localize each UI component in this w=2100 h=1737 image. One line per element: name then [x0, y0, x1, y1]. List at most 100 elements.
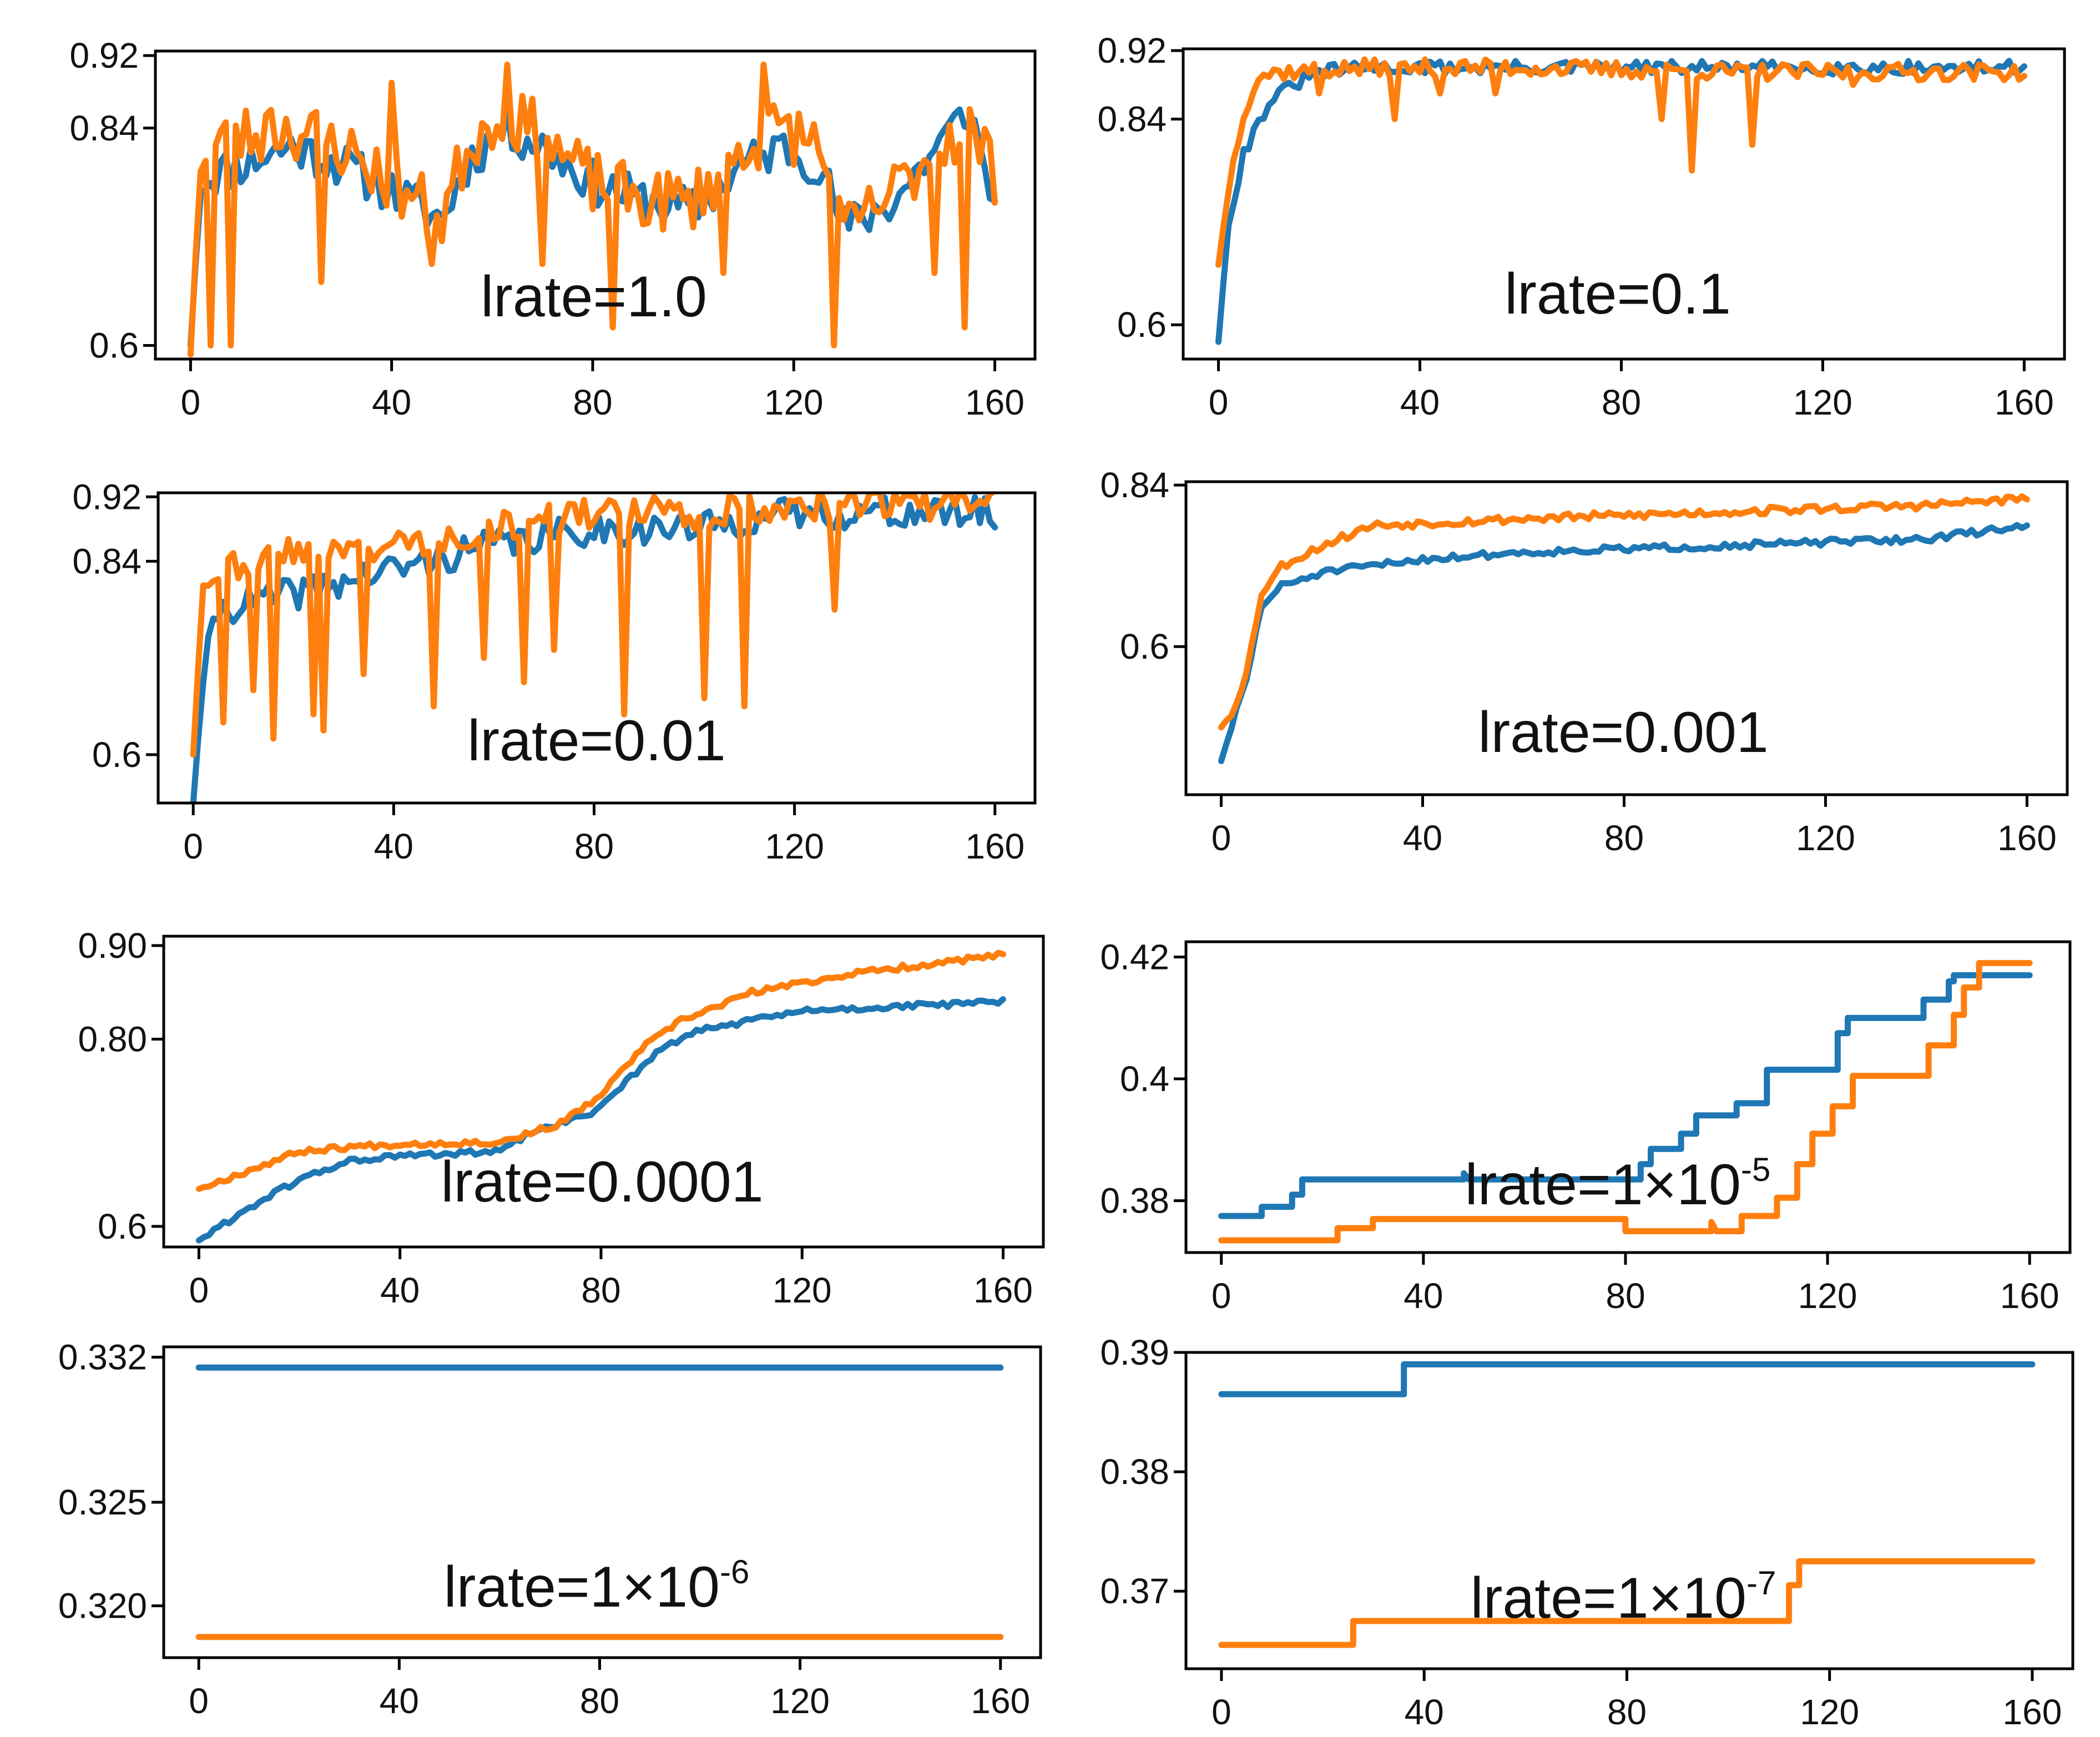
x-tick-label: 160 [973, 1270, 1033, 1310]
axes-frame [162, 935, 1045, 1249]
panel-title: lrate=1×10-6 [444, 1553, 750, 1619]
panel-title-exponent: -5 [1741, 1151, 1770, 1188]
y-tick-label: 0.84 [69, 108, 139, 148]
x-tick-label: 0 [189, 1270, 209, 1310]
chart-panel-p1: 0 40 80 120 160 0.6 0.84 0.92 lrate=1.0 [69, 36, 1037, 422]
x-tick-label: 120 [773, 1270, 832, 1310]
panel-title-base: lrate=0.1 [1505, 262, 1731, 326]
series-line-orange [1218, 1558, 2036, 1648]
y-tick-label: 0.92 [69, 36, 139, 75]
x-tick-label: 40 [380, 1681, 419, 1721]
y-tick-label: 0.6 [1117, 305, 1167, 345]
series-group [190, 493, 998, 803]
x-tick-label: 80 [580, 1681, 619, 1721]
y-tick-label: 0.84 [1100, 465, 1169, 505]
x-tick-label: 120 [1798, 1276, 1857, 1316]
series-group [1215, 56, 2027, 345]
series-group [1218, 493, 2030, 764]
chart-panel-p3: 0 40 80 120 160 0.6 0.84 0.92 lrate=0.01 [72, 477, 1037, 866]
x-tick-label: 120 [770, 1681, 830, 1721]
y-tick-label: 0.320 [58, 1586, 147, 1626]
series-group [1218, 1361, 2036, 1648]
x-tick-label: 0 [1209, 382, 1229, 422]
y-tick-label: 0.38 [1100, 1452, 1169, 1492]
series-group [195, 950, 1006, 1244]
x-tick-label: 0 [1211, 1276, 1231, 1316]
x-tick-label: 80 [1606, 1276, 1645, 1316]
x-tick-label: 80 [573, 382, 612, 422]
series-line-orange [195, 950, 1006, 1192]
x-tick-label: 0 [1211, 818, 1231, 858]
series-line-orange [1218, 493, 2030, 731]
series-line-blue [1218, 972, 2033, 1219]
panel-title-base: lrate=1×10 [1471, 1566, 1746, 1630]
x-tick-label: 120 [1793, 382, 1852, 422]
y-tick-label: 0.4 [1120, 1059, 1169, 1099]
panel-title: lrate=0.0001 [441, 1150, 763, 1214]
y-tick-label: 0.37 [1100, 1571, 1169, 1611]
axes-frame [1184, 1351, 2074, 1670]
y-tick-label: 0.84 [72, 541, 142, 581]
chart-panel-p8: 0 40 80 120 160 0.37 0.38 0.39 lrate=1×10-7 [1100, 1332, 2074, 1732]
y-tick-label: 0.6 [89, 326, 139, 366]
y-tick-label: 0.38 [1100, 1181, 1169, 1221]
panel-title: lrate=0.01 [467, 709, 725, 773]
panel-title-exponent: -7 [1746, 1564, 1776, 1602]
chart-panel-p6: 0 40 80 120 160 0.38 0.4 0.42 lrate=1×10-5 [1100, 937, 2072, 1316]
x-tick-label: 0 [183, 826, 203, 866]
x-tick-label: 80 [1602, 382, 1641, 422]
x-tick-label: 120 [1796, 818, 1855, 858]
panel-title: lrate=1×10-7 [1471, 1564, 1776, 1630]
y-tick-label: 0.6 [1120, 627, 1169, 666]
y-tick-label: 0.92 [72, 477, 142, 517]
x-tick-label: 160 [1997, 818, 2057, 858]
panel-title: lrate=0.001 [1478, 700, 1768, 765]
panel-title-base: lrate=0.0001 [441, 1150, 763, 1214]
panel-title-base: lrate=1×10 [1465, 1153, 1741, 1217]
x-tick-label: 120 [764, 382, 824, 422]
x-tick-label: 160 [2003, 1692, 2062, 1732]
panel-title-base: lrate=0.001 [1478, 700, 1768, 765]
x-tick-label: 80 [1604, 818, 1644, 858]
x-tick-label: 40 [1405, 1692, 1444, 1732]
x-tick-label: 0 [181, 382, 201, 422]
x-tick-label: 40 [1404, 1276, 1443, 1316]
x-tick-label: 40 [380, 1270, 420, 1310]
x-tick-label: 0 [189, 1681, 209, 1721]
x-tick-label: 0 [1211, 1692, 1231, 1732]
panel-title-base: lrate=0.01 [467, 709, 725, 773]
y-tick-label: 0.42 [1100, 937, 1169, 977]
series-line-orange [1218, 960, 2033, 1244]
y-tick-label: 0.325 [58, 1482, 147, 1522]
series-line-orange [190, 493, 997, 758]
panel-title-base: lrate=1×10 [444, 1555, 720, 1619]
series-line-blue [195, 996, 1006, 1244]
axes-frame [1182, 47, 2066, 361]
series-line-orange [1215, 56, 2027, 268]
panel-title: lrate=1×10-5 [1465, 1151, 1771, 1217]
series-group [187, 62, 998, 358]
panel-title: lrate=1.0 [481, 265, 707, 329]
x-tick-label: 160 [2000, 1276, 2059, 1316]
axes-frame [1184, 940, 2072, 1254]
chart-panel-p2: 0 40 80 120 160 0.6 0.84 0.92 lrate=0.1 [1097, 31, 2066, 422]
x-tick-label: 40 [372, 382, 411, 422]
y-tick-label: 0.6 [92, 735, 142, 775]
y-tick-label: 0.332 [58, 1337, 147, 1377]
chart-panel-p4: 0 40 80 120 160 0.6 0.84 lrate=0.001 [1100, 465, 2069, 858]
chart-panel-p5: 0 40 80 120 160 0.6 0.80 0.90 lrate=0.0001 [78, 926, 1045, 1310]
x-tick-label: 80 [581, 1270, 620, 1310]
x-tick-label: 40 [1400, 382, 1440, 422]
series-line-orange [187, 62, 998, 358]
axes-frame [154, 49, 1037, 361]
y-tick-label: 0.84 [1097, 99, 1167, 139]
panel-title-base: lrate=1.0 [481, 265, 707, 329]
panel-title-exponent: -6 [720, 1553, 749, 1590]
x-tick-label: 80 [1607, 1692, 1647, 1732]
x-tick-label: 40 [374, 826, 413, 866]
y-tick-label: 0.39 [1100, 1332, 1169, 1372]
x-tick-label: 80 [574, 826, 614, 866]
series-line-blue [1218, 1361, 2036, 1397]
y-tick-label: 0.80 [78, 1019, 147, 1059]
